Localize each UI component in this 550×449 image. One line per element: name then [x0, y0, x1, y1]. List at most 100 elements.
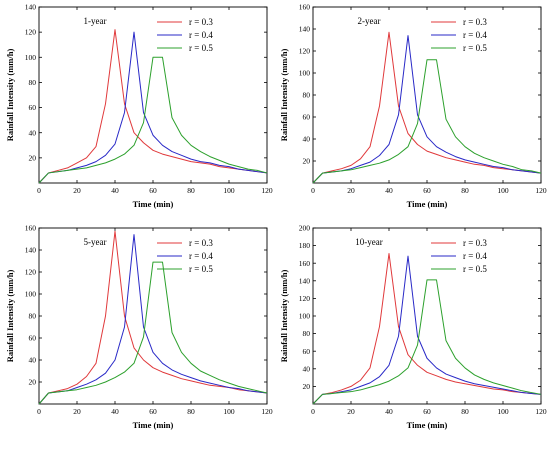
legend-label-2: r = 0.4 — [189, 30, 213, 40]
y-tick-label: 140 — [299, 25, 311, 34]
x-tick-label: 20 — [347, 407, 355, 416]
series-line-2 — [38, 234, 268, 405]
series-line-1 — [38, 29, 268, 184]
y-tick-label: 40 — [29, 356, 37, 365]
y-axis-label: Rainfall Intensity (mm/h) — [5, 270, 15, 363]
x-tick-label: 100 — [223, 407, 235, 416]
legend-label-3: r = 0.5 — [189, 264, 213, 274]
x-tick-label: 60 — [423, 407, 431, 416]
y-tick-label: 120 — [25, 28, 37, 37]
x-tick-label: 100 — [223, 186, 235, 195]
x-tick-label: 40 — [385, 407, 393, 416]
legend-label-2: r = 0.4 — [189, 251, 213, 261]
y-tick-label: 160 — [299, 3, 311, 12]
panel-title: 10-year — [355, 237, 382, 247]
y-tick-label: 120 — [299, 294, 311, 303]
chart-panel: 0 20 40 60 80 100 120 20 40 60 80 100 120 140 160 Time … — [279, 3, 547, 209]
series-line-3 — [312, 279, 542, 405]
y-tick-label: 140 — [25, 246, 37, 255]
y-tick-label: 60 — [29, 334, 37, 343]
x-tick-label: 100 — [497, 186, 509, 195]
series-line-3 — [312, 59, 542, 184]
series-line-2 — [312, 35, 542, 184]
x-axis-label: Time (min) — [407, 199, 448, 209]
series-line-1 — [312, 253, 542, 405]
series-line-1 — [38, 230, 268, 405]
plot-frame — [312, 6, 542, 184]
x-tick-label: 80 — [187, 407, 195, 416]
x-tick-label: 40 — [111, 186, 119, 195]
series-line-3 — [38, 56, 268, 184]
y-tick-label: 160 — [299, 259, 311, 268]
x-tick-label: 40 — [385, 186, 393, 195]
x-tick-label: 20 — [73, 186, 81, 195]
y-tick-label: 140 — [25, 3, 37, 12]
y-tick-label: 20 — [29, 153, 37, 162]
y-tick-label: 60 — [29, 103, 37, 112]
series-line-1 — [312, 31, 542, 184]
y-tick-label: 40 — [303, 364, 311, 373]
y-tick-label: 100 — [25, 53, 37, 62]
y-tick-label: 80 — [303, 91, 311, 100]
panel-title: 5-year — [84, 237, 107, 247]
chart-panel: 0 20 40 60 80 100 120 20 40 60 80 100 120 140 160 180 20… — [279, 224, 547, 430]
legend-label-1: r = 0.3 — [189, 238, 213, 248]
x-tick-label: 120 — [261, 186, 273, 195]
y-axis-label: Rainfall Intensity (mm/h) — [279, 49, 289, 142]
series-line-2 — [312, 255, 542, 405]
legend-label-2: r = 0.4 — [463, 30, 487, 40]
y-tick-label: 60 — [303, 347, 311, 356]
x-tick-label: 100 — [497, 407, 509, 416]
y-tick-label: 80 — [303, 329, 311, 338]
y-tick-label: 40 — [29, 128, 37, 137]
x-axis-label: Time (min) — [133, 199, 174, 209]
y-tick-label: 160 — [25, 224, 37, 233]
y-axis-label: Rainfall Intensity (mm/h) — [5, 49, 15, 142]
legend-label-3: r = 0.5 — [463, 264, 487, 274]
panel-title: 2-year — [358, 16, 381, 26]
x-tick-label: 40 — [111, 407, 119, 416]
chart-panel: 0 20 40 60 80 100 120 20 40 60 80 100 120 140 Time (mi… — [5, 3, 273, 209]
y-tick-label: 40 — [303, 135, 311, 144]
x-tick-label: 120 — [535, 407, 547, 416]
y-tick-label: 20 — [303, 157, 311, 166]
series-line-2 — [38, 31, 268, 184]
x-tick-label: 80 — [187, 186, 195, 195]
x-tick-label: 60 — [149, 186, 157, 195]
y-axis-label: Rainfall Intensity (mm/h) — [279, 270, 289, 363]
y-tick-label: 20 — [303, 382, 311, 391]
x-tick-label: 60 — [423, 186, 431, 195]
x-tick-label: 0 — [311, 186, 315, 195]
y-tick-label: 20 — [29, 378, 37, 387]
plot-frame — [312, 227, 542, 405]
x-tick-label: 0 — [311, 407, 315, 416]
plot-frame — [38, 6, 268, 184]
x-tick-label: 0 — [37, 407, 41, 416]
x-tick-label: 0 — [37, 186, 41, 195]
x-tick-label: 80 — [461, 186, 469, 195]
x-tick-label: 60 — [149, 407, 157, 416]
y-tick-label: 60 — [303, 113, 311, 122]
y-tick-label: 80 — [29, 312, 37, 321]
chart-panel: 0 20 40 60 80 100 120 20 40 60 80 100 120 140 160 Time … — [5, 224, 273, 430]
series-line-3 — [38, 261, 268, 405]
x-tick-label: 120 — [261, 407, 273, 416]
x-axis-label: Time (min) — [407, 420, 448, 430]
plot-frame — [38, 227, 268, 405]
legend-label-1: r = 0.3 — [463, 17, 487, 27]
y-tick-label: 200 — [299, 224, 311, 233]
legend-label-1: r = 0.3 — [189, 17, 213, 27]
x-axis-label: Time (min) — [133, 420, 174, 430]
y-tick-label: 80 — [29, 78, 37, 87]
y-tick-label: 100 — [299, 69, 311, 78]
legend-label-1: r = 0.3 — [463, 238, 487, 248]
panel-title: 1-year — [84, 16, 107, 26]
x-tick-label: 20 — [347, 186, 355, 195]
x-tick-label: 120 — [535, 186, 547, 195]
y-tick-label: 120 — [299, 47, 311, 56]
y-tick-label: 140 — [299, 276, 311, 285]
legend-label-2: r = 0.4 — [463, 251, 487, 261]
y-tick-label: 180 — [299, 241, 311, 250]
legend-label-3: r = 0.5 — [189, 43, 213, 53]
